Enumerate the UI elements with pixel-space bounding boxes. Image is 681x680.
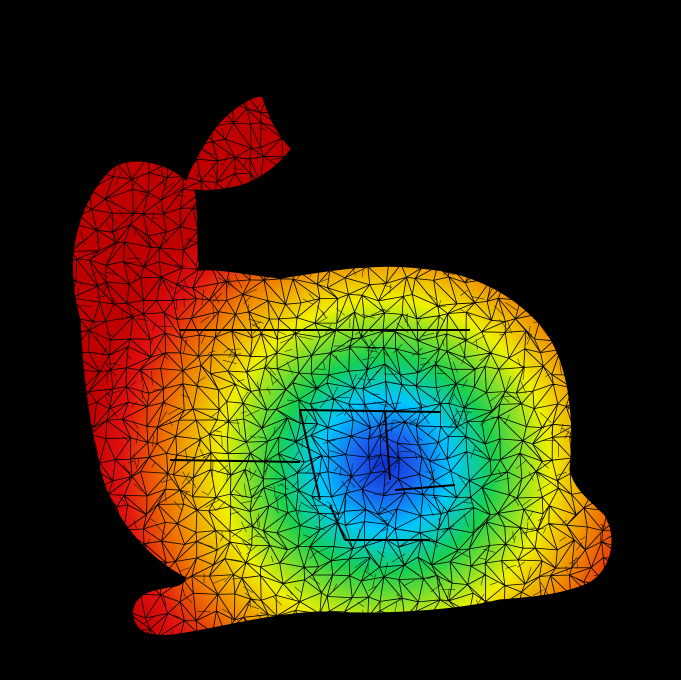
bunny-model [71, 95, 613, 637]
wire-seam-5 [299, 409, 321, 501]
wire-seam-2 [329, 504, 346, 541]
wire-seam-7 [169, 459, 301, 463]
wire-seam-4 [394, 484, 456, 491]
bunny-silhouette-edge [71, 95, 613, 637]
wireframe [72, 96, 613, 636]
wire-seam-1 [384, 411, 391, 481]
wire-seam-0 [299, 409, 441, 413]
bunny-surface [72, 96, 613, 636]
